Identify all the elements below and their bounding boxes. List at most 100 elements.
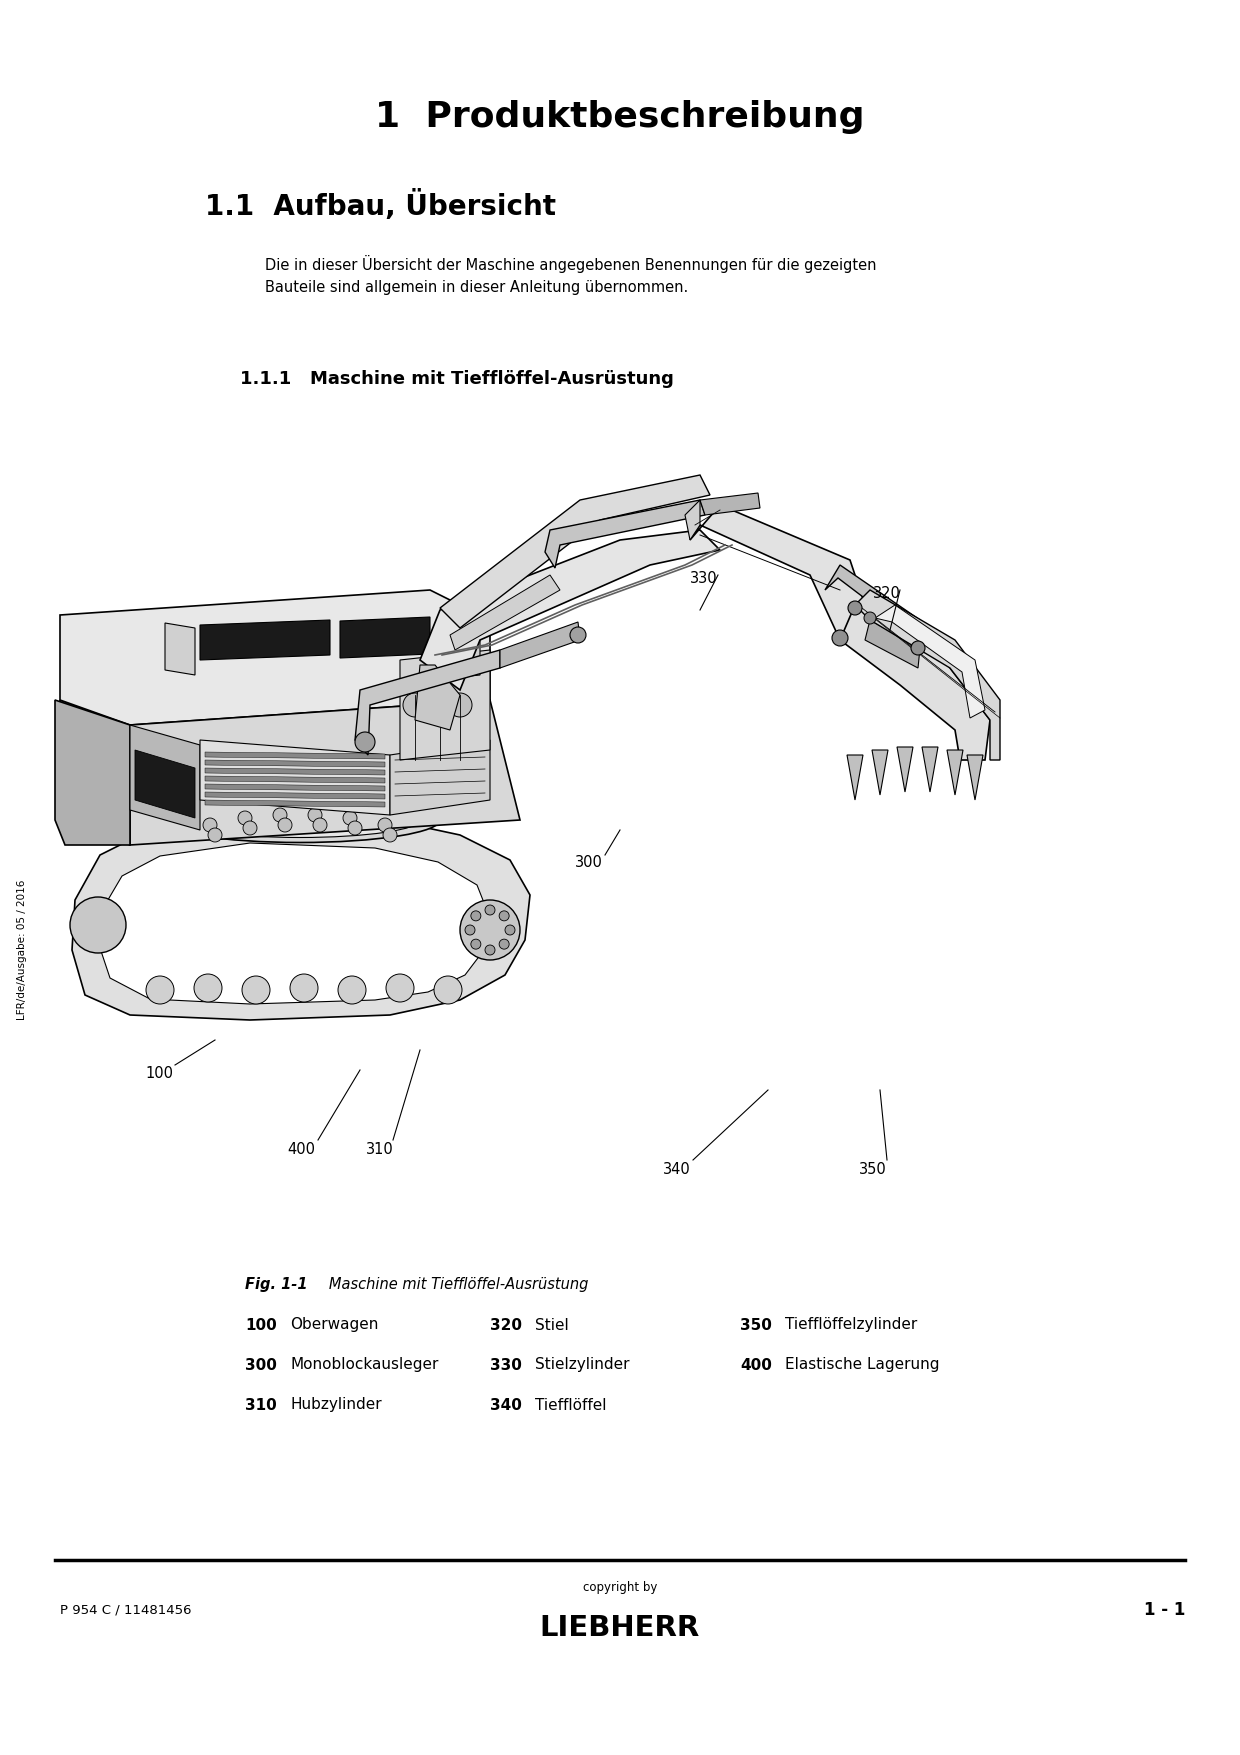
Text: 350: 350 xyxy=(740,1318,771,1332)
Circle shape xyxy=(273,807,286,821)
Polygon shape xyxy=(205,784,384,792)
Text: 330: 330 xyxy=(689,570,718,586)
Polygon shape xyxy=(355,649,500,755)
Text: 1.1  Aufbau, Übersicht: 1.1 Aufbau, Übersicht xyxy=(205,190,556,221)
Text: 320: 320 xyxy=(873,586,901,600)
Polygon shape xyxy=(165,623,195,676)
Circle shape xyxy=(343,811,357,825)
Polygon shape xyxy=(430,630,480,679)
Text: 350: 350 xyxy=(859,1162,887,1178)
Circle shape xyxy=(308,807,322,821)
Polygon shape xyxy=(825,565,920,653)
Polygon shape xyxy=(856,590,999,760)
Polygon shape xyxy=(923,748,937,792)
Polygon shape xyxy=(205,776,384,783)
Text: Elastische Lagerung: Elastische Lagerung xyxy=(785,1358,940,1372)
Text: 1 - 1: 1 - 1 xyxy=(1143,1601,1185,1620)
Text: 300: 300 xyxy=(575,855,603,869)
Text: 300: 300 xyxy=(246,1358,277,1372)
Circle shape xyxy=(243,821,257,835)
Polygon shape xyxy=(205,769,384,776)
Circle shape xyxy=(500,911,510,921)
Circle shape xyxy=(339,976,366,1004)
Text: 100: 100 xyxy=(246,1318,277,1332)
Polygon shape xyxy=(897,748,913,792)
Text: Maschine mit Tiefflöffel-Ausrüstung: Maschine mit Tiefflöffel-Ausrüstung xyxy=(315,1278,588,1292)
Circle shape xyxy=(485,944,495,955)
Text: 400: 400 xyxy=(286,1143,315,1158)
Circle shape xyxy=(348,821,362,835)
Text: 1.1.1   Maschine mit Tiefflöffel-Ausrüstung: 1.1.1 Maschine mit Tiefflöffel-Ausrüstun… xyxy=(241,370,673,388)
Circle shape xyxy=(832,630,848,646)
Text: 400: 400 xyxy=(740,1358,771,1372)
Circle shape xyxy=(193,974,222,1002)
Circle shape xyxy=(864,612,875,625)
Polygon shape xyxy=(60,700,130,844)
Polygon shape xyxy=(130,700,520,844)
Circle shape xyxy=(505,925,515,935)
Circle shape xyxy=(355,732,374,751)
Text: Fig. 1-1: Fig. 1-1 xyxy=(246,1278,308,1292)
Polygon shape xyxy=(684,500,701,541)
Polygon shape xyxy=(72,814,529,1020)
Circle shape xyxy=(203,818,217,832)
Circle shape xyxy=(848,600,862,614)
Polygon shape xyxy=(415,665,460,730)
Circle shape xyxy=(911,641,925,655)
Text: LFR/de/Ausgabe: 05 / 2016: LFR/de/Ausgabe: 05 / 2016 xyxy=(17,879,27,1020)
Polygon shape xyxy=(967,755,983,800)
Polygon shape xyxy=(340,618,430,658)
Polygon shape xyxy=(701,493,760,514)
Polygon shape xyxy=(205,800,384,807)
Polygon shape xyxy=(947,749,963,795)
Ellipse shape xyxy=(180,802,420,837)
Polygon shape xyxy=(200,741,391,814)
Circle shape xyxy=(312,818,327,832)
Circle shape xyxy=(570,627,587,642)
Text: 1  Produktbeschreibung: 1 Produktbeschreibung xyxy=(376,100,864,133)
Circle shape xyxy=(428,693,453,718)
Circle shape xyxy=(242,976,270,1004)
Polygon shape xyxy=(60,590,490,725)
Polygon shape xyxy=(205,760,384,767)
Polygon shape xyxy=(401,649,490,760)
Text: 310: 310 xyxy=(246,1397,277,1413)
Text: copyright by: copyright by xyxy=(583,1581,657,1595)
Polygon shape xyxy=(135,749,195,818)
Text: Hubzylinder: Hubzylinder xyxy=(290,1397,382,1413)
Text: 330: 330 xyxy=(490,1358,522,1372)
Circle shape xyxy=(386,974,414,1002)
Polygon shape xyxy=(866,620,920,669)
Circle shape xyxy=(208,828,222,842)
Circle shape xyxy=(434,976,463,1004)
Polygon shape xyxy=(450,576,560,649)
Circle shape xyxy=(471,911,481,921)
Polygon shape xyxy=(546,500,706,569)
Circle shape xyxy=(383,828,397,842)
Text: Oberwagen: Oberwagen xyxy=(290,1318,378,1332)
Text: Tiefflöffel: Tiefflöffel xyxy=(534,1397,606,1413)
Polygon shape xyxy=(130,725,200,830)
Circle shape xyxy=(460,900,520,960)
Text: Monoblockausleger: Monoblockausleger xyxy=(290,1358,439,1372)
Text: 310: 310 xyxy=(366,1143,394,1158)
Polygon shape xyxy=(689,505,870,641)
Text: Tiefflöffelzylinder: Tiefflöffelzylinder xyxy=(785,1318,918,1332)
Text: Stiel: Stiel xyxy=(534,1318,569,1332)
Text: P 954 C / 11481456: P 954 C / 11481456 xyxy=(60,1604,191,1616)
Circle shape xyxy=(378,818,392,832)
Circle shape xyxy=(500,939,510,949)
Polygon shape xyxy=(420,530,720,690)
Text: 320: 320 xyxy=(490,1318,522,1332)
Ellipse shape xyxy=(160,797,440,842)
Circle shape xyxy=(471,939,481,949)
Circle shape xyxy=(69,897,126,953)
Circle shape xyxy=(485,906,495,914)
Text: Die in dieser Übersicht der Maschine angegebenen Benennungen für die gezeigten
B: Die in dieser Übersicht der Maschine ang… xyxy=(265,254,877,295)
Circle shape xyxy=(238,811,252,825)
Circle shape xyxy=(465,925,475,935)
Text: Stielzylinder: Stielzylinder xyxy=(534,1358,630,1372)
Polygon shape xyxy=(500,621,580,669)
Polygon shape xyxy=(55,700,130,844)
Text: LIEBHERR: LIEBHERR xyxy=(539,1615,701,1643)
